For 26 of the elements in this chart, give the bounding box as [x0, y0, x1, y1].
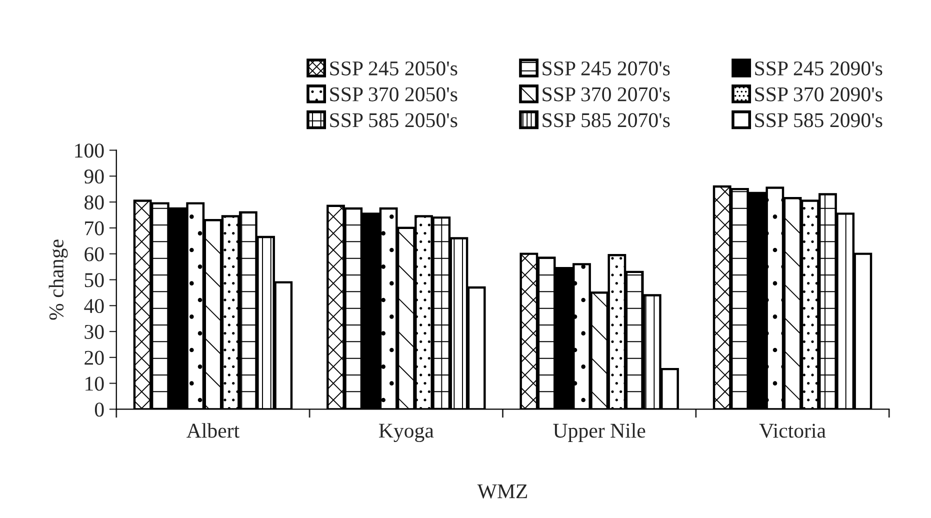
legend-label: SSP 370 2050's [330, 87, 458, 102]
legend-label: SSP 245 2070's [542, 61, 670, 76]
x-tick-label: Victoria [759, 424, 826, 438]
legend-label: SSP 245 2090's [755, 61, 882, 76]
legend-label: SSP 370 2090's [755, 87, 882, 102]
x-axis-title: WMZ [477, 484, 528, 498]
legend-label: SSP 585 2070's [542, 113, 670, 128]
legend-label: SSP 585 2050's [330, 113, 458, 128]
y-tick-label: 20 [84, 350, 104, 365]
y-tick-label: 80 [84, 195, 104, 210]
x-tick-label: Upper Nile [553, 423, 646, 442]
legend-label: SSP 370 2070's [542, 87, 670, 102]
y-tick-label: 100 [75, 144, 104, 158]
legend-label: SSP 585 2090's [755, 113, 882, 128]
legend-label: SSP 245 2050's [330, 61, 458, 76]
y-tick-label: 0 [94, 402, 104, 417]
x-tick-label: Kyoga [378, 424, 434, 442]
y-axis-title: % change [48, 240, 68, 320]
y-tick-label: 70 [85, 221, 104, 236]
y-tick-label: 50 [84, 273, 104, 288]
y-tick-label: 30 [84, 324, 104, 339]
x-tick-label: Albert [186, 423, 240, 438]
y-tick-label: 90 [84, 169, 104, 184]
y-tick-label: 40 [84, 298, 104, 314]
y-tick-label: 60 [84, 247, 104, 262]
y-tick-label: 10 [86, 376, 104, 391]
